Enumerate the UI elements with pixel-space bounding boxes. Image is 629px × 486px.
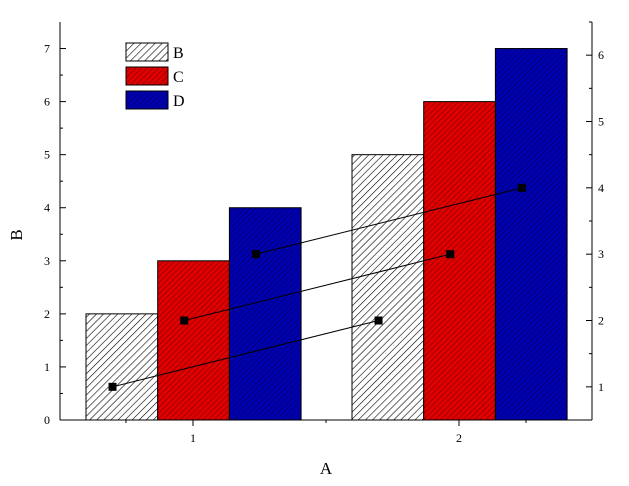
y2-tick-label: 2 — [598, 314, 604, 328]
trend-line-2 — [184, 253, 451, 321]
left-y-ticks: 0 1 2 3 4 5 6 7 — [44, 42, 66, 427]
y2-tick-label: 1 — [598, 380, 604, 394]
y-tick-label: 7 — [44, 42, 50, 56]
bar-c-2 — [423, 101, 496, 421]
legend-label-b: B — [173, 45, 184, 62]
legend-swatch-d — [125, 90, 169, 110]
bars-group — [85, 48, 568, 421]
y-tick-label: 2 — [44, 307, 50, 321]
line-point-2-2 — [446, 250, 455, 259]
bar-b-1 — [85, 313, 159, 421]
legend-label-d: D — [173, 93, 185, 110]
trend-line-3 — [255, 187, 523, 255]
y-axis-title: B — [7, 229, 26, 240]
bar-c-1 — [157, 260, 230, 421]
y-tick-label: 0 — [44, 413, 50, 427]
x-tick-label: 2 — [456, 431, 462, 445]
line-point-3-1 — [251, 250, 260, 259]
bar-b-2 — [351, 154, 425, 421]
line-point-1-2 — [374, 316, 383, 325]
legend-label-c: C — [173, 69, 184, 86]
bar-d-1 — [228, 207, 302, 421]
y2-tick-label: 5 — [598, 115, 604, 129]
y-tick-label: 3 — [44, 254, 50, 268]
line-point-3-2 — [517, 183, 526, 192]
line-point-1-1 — [108, 382, 117, 391]
bar-d-2 — [494, 48, 568, 421]
y-tick-label: 5 — [44, 148, 50, 162]
right-y-ticks: 1 2 3 4 5 6 — [586, 21, 604, 394]
line-series-group — [108, 183, 526, 391]
y-tick-label: 4 — [44, 201, 50, 215]
x-tick-label: 1 — [190, 431, 196, 445]
line-point-2-1 — [180, 316, 189, 325]
y-tick-label: 1 — [44, 360, 50, 374]
legend-swatch-b — [125, 42, 169, 62]
legend: BCD — [125, 42, 185, 110]
y2-tick-label: 4 — [598, 181, 604, 195]
y2-tick-label: 3 — [598, 247, 604, 261]
y2-tick-label: 6 — [598, 48, 604, 62]
y-tick-label: 6 — [44, 95, 50, 109]
trend-line-1 — [112, 320, 379, 388]
legend-swatch-c — [125, 66, 169, 86]
x-axis-title: A — [320, 459, 333, 478]
